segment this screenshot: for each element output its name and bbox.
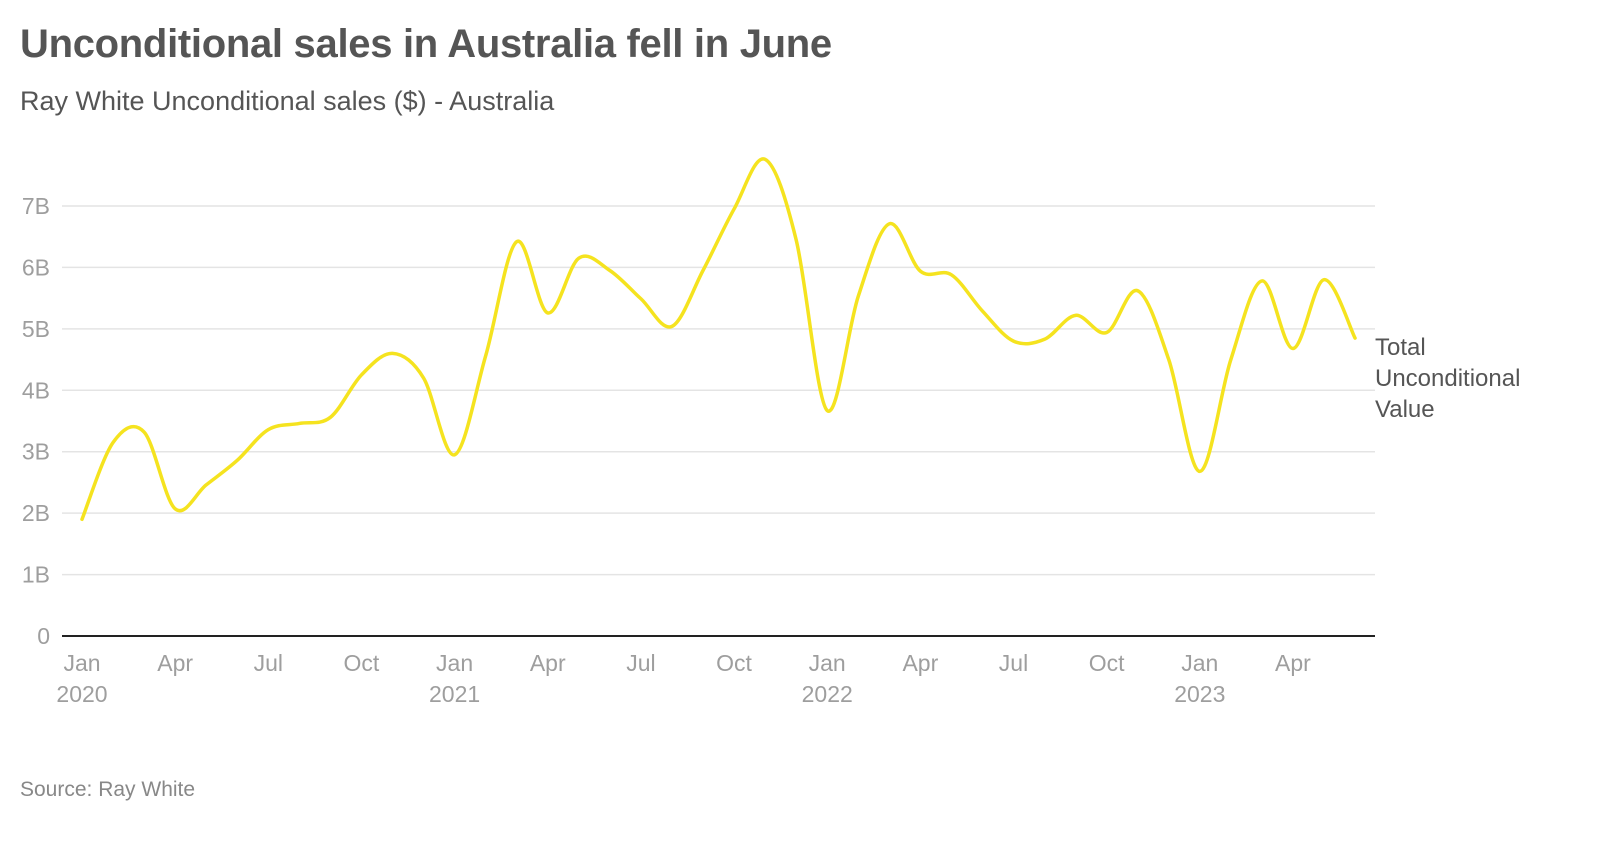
- x-tick-label: Jul: [254, 650, 283, 676]
- x-tick-label: Apr: [1275, 650, 1311, 676]
- series-label-line: Value: [1375, 396, 1435, 423]
- y-axis-ticks: 0 1B 2B 3B 4B 5B 6B 7B: [22, 193, 50, 649]
- y-tick-label: 7B: [22, 193, 50, 219]
- x-tick-year: 2022: [802, 681, 853, 707]
- y-tick-label: 5B: [22, 316, 50, 342]
- y-tick-label: 0: [37, 623, 50, 649]
- x-tick-label: Jan: [63, 650, 100, 676]
- x-tick-year: 2020: [56, 681, 107, 707]
- x-tick-label: Apr: [902, 650, 938, 676]
- y-tick-label: 2B: [22, 500, 50, 526]
- x-tick-year: 2023: [1174, 681, 1225, 707]
- chart-subtitle: Ray White Unconditional sales ($) - Aust…: [20, 86, 555, 116]
- x-tick-label: Jul: [626, 650, 655, 676]
- x-tick-label: Apr: [530, 650, 566, 676]
- x-tick-label: Jan: [436, 650, 473, 676]
- y-tick-label: 4B: [22, 377, 50, 403]
- x-tick-label: Oct: [344, 650, 380, 676]
- x-tick-year: 2021: [429, 681, 480, 707]
- series-label-line: Total: [1375, 334, 1426, 361]
- x-tick-label: Oct: [716, 650, 752, 676]
- x-tick-label: Oct: [1089, 650, 1125, 676]
- y-tick-label: 3B: [22, 439, 50, 465]
- y-tick-label: 1B: [22, 562, 50, 588]
- series-line-total-unconditional-value: [80, 157, 1357, 522]
- series-label-line: Unconditional: [1375, 365, 1520, 392]
- grid-lines: [62, 205, 1375, 576]
- x-tick-label: Apr: [157, 650, 193, 676]
- chart-title: Unconditional sales in Australia fell in…: [20, 22, 832, 66]
- x-axis-ticks: Jan 2020 Apr Jul Oct Jan 2021 Apr Jul Oct Jan 2022 A…: [56, 650, 1311, 707]
- x-tick-label: Jan: [1181, 650, 1218, 676]
- x-tick-label: Jan: [809, 650, 846, 676]
- y-tick-label: 6B: [22, 254, 50, 280]
- x-tick-label: Jul: [999, 650, 1028, 676]
- source-note: Source: Ray White: [20, 778, 196, 801]
- series-label: Total Unconditional Value: [1375, 334, 1520, 423]
